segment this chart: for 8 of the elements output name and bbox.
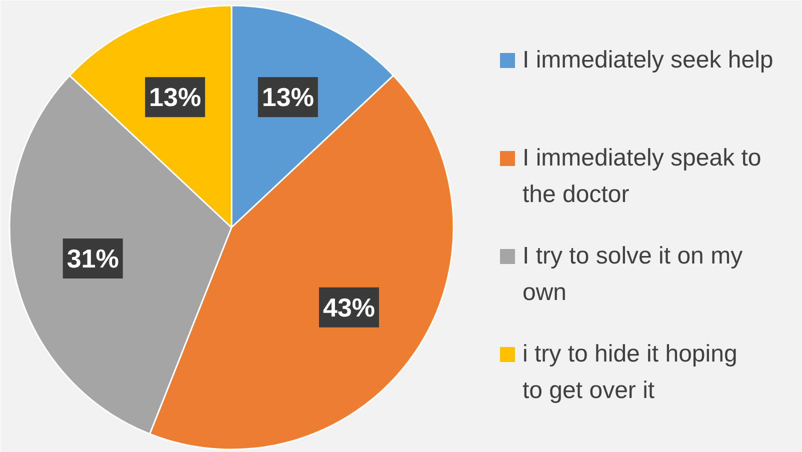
legend-label: I try to solve it on my own bbox=[522, 242, 743, 306]
data-label: 13% bbox=[262, 82, 314, 112]
legend-label: i try to hide it hoping to get over it bbox=[522, 340, 738, 404]
data-label: 43% bbox=[322, 292, 376, 322]
legend-label: I immediately seek help bbox=[522, 46, 774, 74]
legend-label: I immediately speak to the doctor bbox=[522, 144, 762, 208]
data-label: 13% bbox=[149, 82, 202, 112]
data-label: 31% bbox=[66, 243, 119, 274]
